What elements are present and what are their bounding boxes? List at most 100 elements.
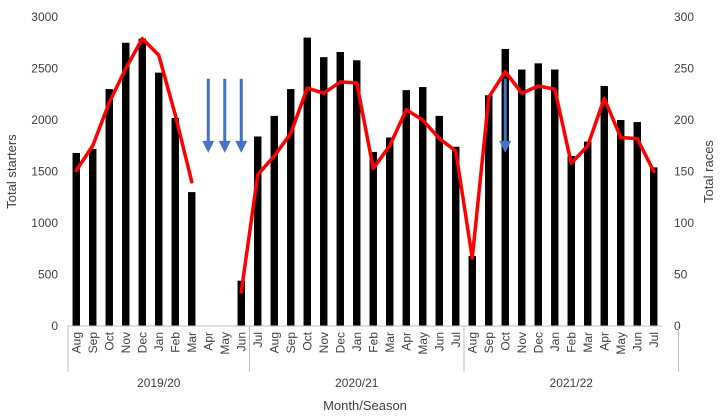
x-tick-label: Feb [168,332,182,353]
y-tick-label: 500 [38,268,58,282]
bar [303,37,311,326]
down-arrow-head [202,140,215,153]
x-tick-label: May [614,332,628,355]
bar [254,136,262,326]
bar [287,89,295,326]
bar [617,120,625,326]
season-label: 2020/21 [335,376,379,390]
x-tick-label: Aug [69,332,83,353]
x-tick-label: Sep [284,332,298,354]
bar [551,69,559,326]
annotation-arrows [202,78,512,153]
bar [171,117,179,326]
bar [584,141,592,326]
x-tick-label: Feb [564,332,578,353]
x-tick-label: Jun [234,332,248,351]
season-label: 2019/20 [137,376,181,390]
x-tick-label: Jun [432,332,446,351]
races-line [74,36,194,184]
bar [452,146,460,326]
line-series [74,36,656,294]
x-tick-label: Nov [515,332,529,353]
bar [600,86,608,326]
bar [468,255,476,326]
x-tick-label: Jul [647,332,661,347]
right-axis: 0 50 100 150 200 250 300 [674,10,694,333]
y-tick-label: 2500 [31,62,58,76]
x-tick-label: Jan [350,332,364,351]
x-tick-label: Jul [251,332,265,347]
bar [72,152,80,326]
y2-tick-label: 0 [674,319,681,333]
bar [435,115,443,326]
bar [122,42,130,326]
bar [320,57,328,327]
y2-tick-label: 300 [674,10,694,24]
bar [155,72,163,327]
x-tick-label: Apr [201,332,215,351]
left-axis: 0 500 1000 1500 2000 2500 3000 [31,10,58,333]
x-axis-title: Month/Season [323,398,407,413]
x-tick-label: Oct [498,331,512,350]
x-tick-label: May [218,332,232,355]
bar [188,192,196,326]
y2-axis-title: Total races [701,140,716,203]
x-tick-label: Aug [267,332,281,353]
x-tick-label: Apr [399,332,413,351]
x-tick-label: Mar [581,332,595,353]
x-tick-label: May [416,332,430,355]
bar [633,122,641,326]
bar [369,151,377,326]
bar [89,148,97,326]
bar [270,115,278,326]
bar [485,95,493,326]
bar [650,167,658,326]
bar [138,38,146,326]
x-tick-label: Sep [86,332,100,354]
down-arrow-head [499,140,512,153]
bar-series [72,37,658,327]
x-tick-label: Feb [366,332,380,353]
x-tick-label: Sep [482,332,496,354]
x-tick-label: Dec [531,332,545,353]
bar [518,69,526,326]
x-tick-label: Jan [548,332,562,351]
y2-tick-label: 100 [674,216,694,230]
x-tick-label: Oct [102,331,116,350]
y2-tick-label: 200 [674,113,694,127]
y-tick-label: 2000 [31,113,58,127]
races-line [239,69,656,294]
bar [386,137,394,326]
x-tick-label: Jan [152,332,166,351]
x-tick-label: Oct [300,331,314,350]
season-label: 2021/22 [550,376,594,390]
x-tick-label: Mar [383,332,397,353]
x-tick-label: Nov [317,332,331,353]
x-axis: Aug Sep Oct Nov Dec Jan Feb Mar Apr May Jun Jul Aug S… [67,325,679,390]
bar [567,156,575,326]
y-tick-label: 0 [51,319,58,333]
x-tick-label: Dec [135,332,149,353]
bar [501,48,509,327]
y2-tick-label: 250 [674,62,694,76]
x-tick-label: Apr [597,332,611,351]
x-tick-label: Jun [630,332,644,351]
down-arrow-head [235,140,248,153]
bar [353,60,361,326]
x-tick-label: Dec [333,332,347,353]
bar [402,90,410,326]
bar [105,89,113,326]
x-tick-label: Aug [465,332,479,353]
x-tick-label: Mar [185,332,199,353]
bar [237,280,245,326]
y-tick-label: 1500 [31,165,58,179]
bar [336,52,344,327]
x-tick-label: Jul [449,332,463,347]
y-tick-label: 1000 [31,216,58,230]
down-arrow-head [218,140,231,153]
x-tick-label: Nov [119,332,133,353]
bar [419,87,427,326]
y2-tick-label: 50 [674,268,688,282]
